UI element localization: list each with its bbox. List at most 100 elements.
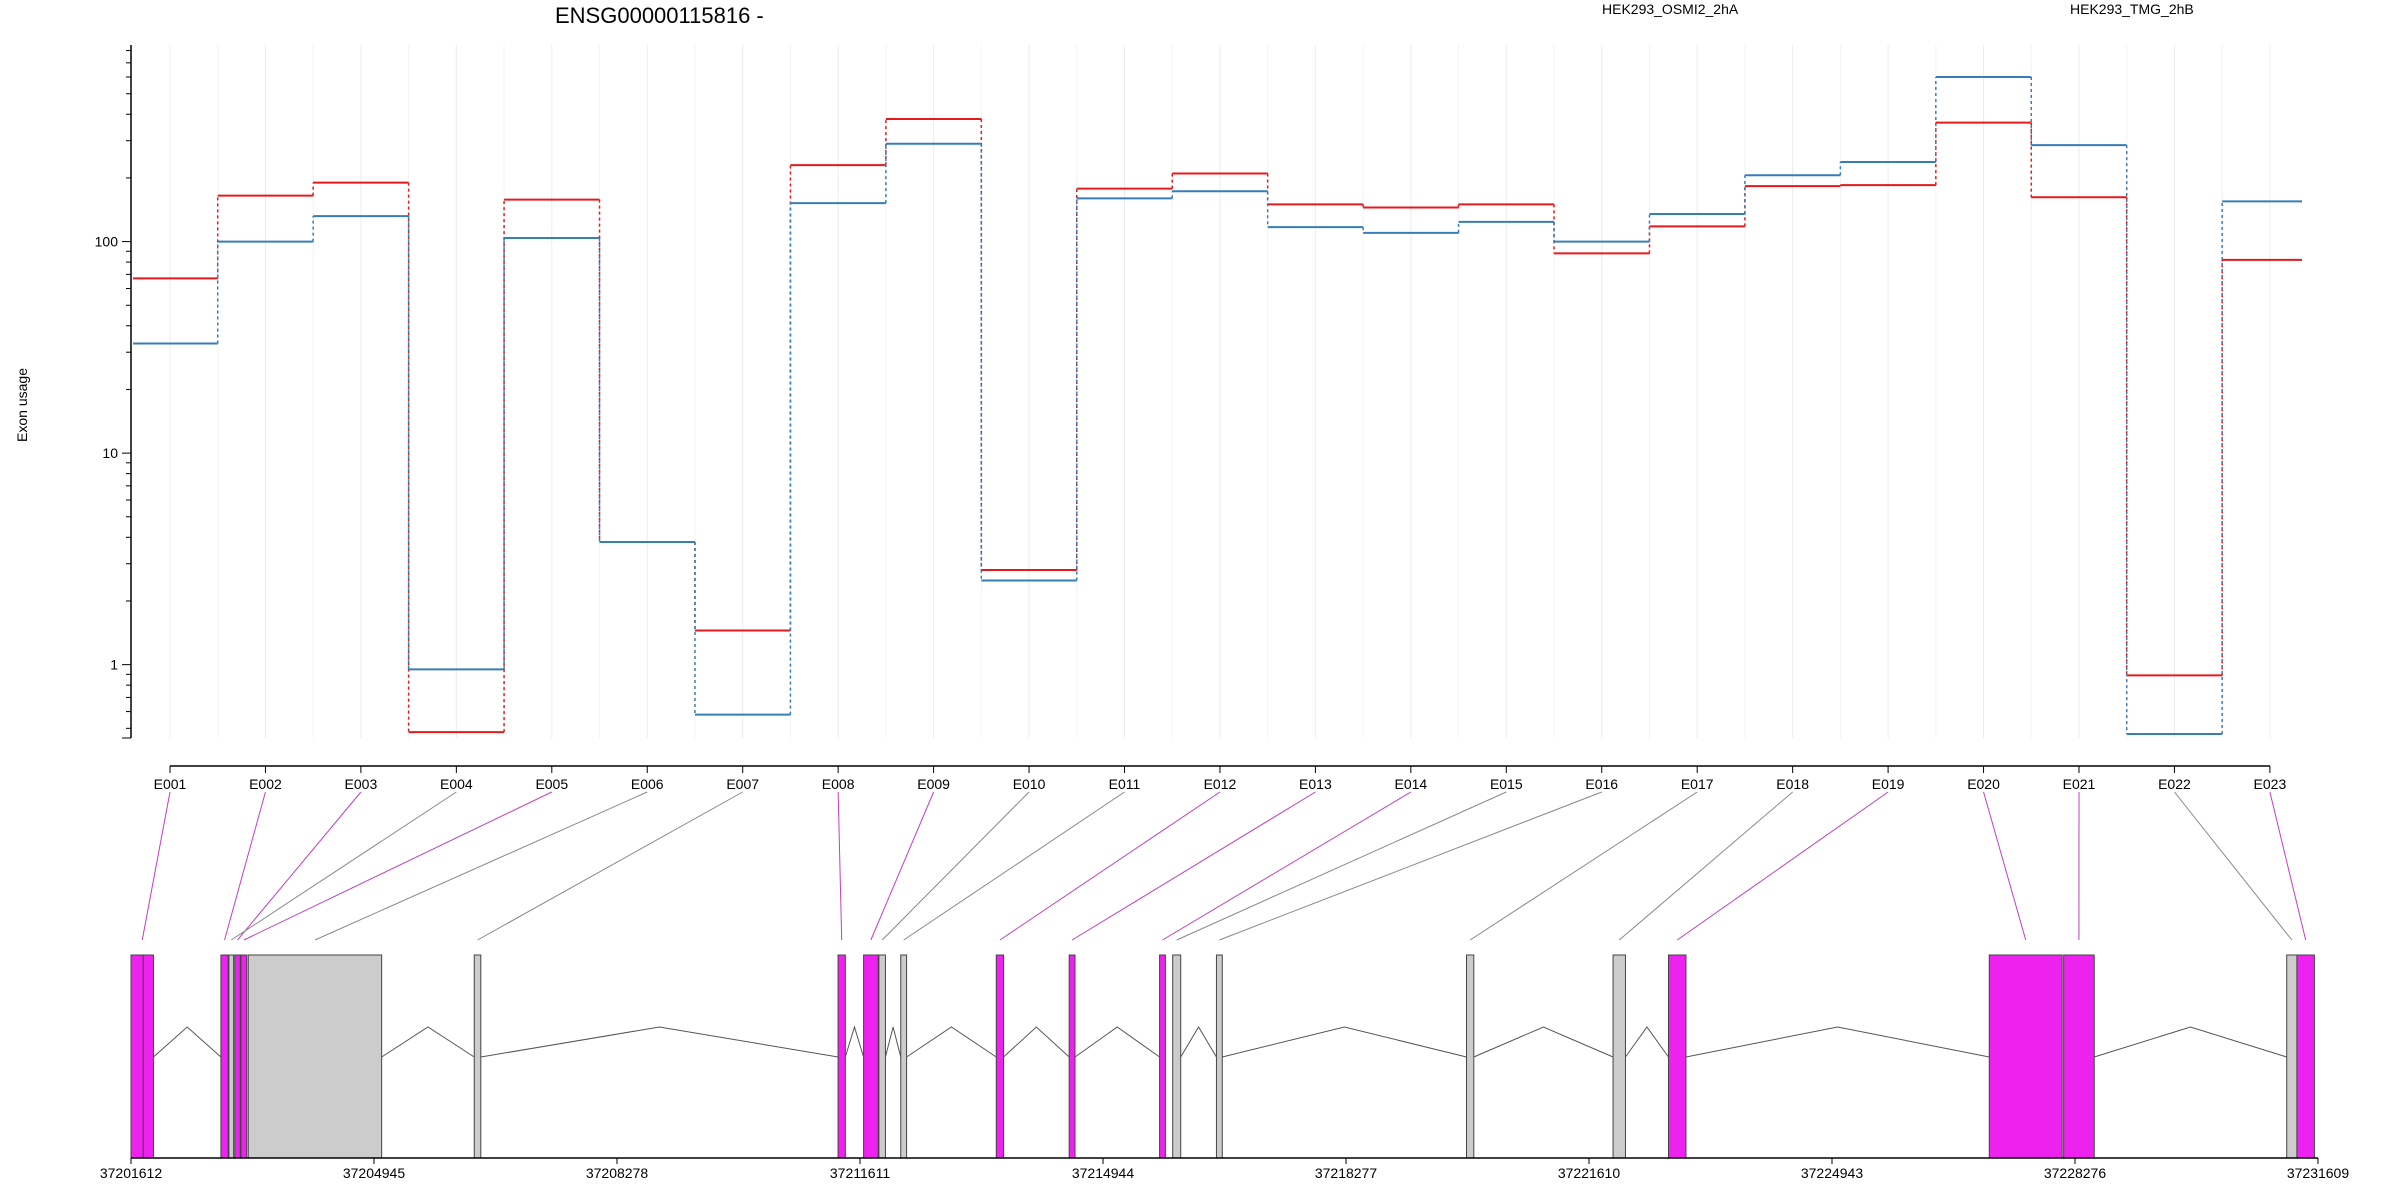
genome-tick-label: 37204945 xyxy=(343,1165,406,1181)
x-tick-label-e005: E005 xyxy=(535,776,568,792)
x-tick-label-e015: E015 xyxy=(1490,776,1523,792)
exon-block-e022 xyxy=(2286,954,2298,1159)
intron-line xyxy=(884,1026,902,1058)
x-tick-label-e013: E013 xyxy=(1299,776,1332,792)
connector-e010 xyxy=(881,791,1030,941)
connector-e009 xyxy=(870,791,935,941)
connector-e003 xyxy=(237,791,362,941)
exon-block-e018 xyxy=(1612,954,1626,1159)
x-tick-label-e002: E002 xyxy=(249,776,282,792)
x-tick-label-e014: E014 xyxy=(1394,776,1427,792)
x-tick-label-e019: E019 xyxy=(1872,776,1905,792)
x-tick-label-e012: E012 xyxy=(1204,776,1237,792)
grid-lines xyxy=(169,45,2271,738)
connector-e019 xyxy=(1676,791,1889,941)
connector-e014 xyxy=(1162,791,1412,941)
connector-e004 xyxy=(231,791,457,941)
intron-line xyxy=(906,1026,997,1058)
y-axis-label: Exon usage xyxy=(14,368,30,442)
exon-block-e013 xyxy=(1068,954,1076,1159)
intron-line xyxy=(1074,1026,1160,1058)
x-tick-label-e006: E006 xyxy=(631,776,664,792)
genome-tick-label: 37231609 xyxy=(2287,1165,2350,1181)
genome-tick-label: 37201612 xyxy=(100,1165,163,1181)
x-tick-label-e009: E009 xyxy=(917,776,950,792)
genome-tick-label: 37224943 xyxy=(1801,1165,1864,1181)
x-tick-label-e007: E007 xyxy=(726,776,759,792)
y-tick-label: 10 xyxy=(102,445,118,461)
exon-block-e014 xyxy=(1159,954,1166,1159)
connector-e023 xyxy=(2269,791,2307,941)
exon-block-e008 xyxy=(837,954,846,1159)
connector-e006 xyxy=(314,791,648,941)
x-axis: E001 E002 E003 E004 E005 E006 E007 E008 E009 E010… xyxy=(154,765,2287,792)
x-tick-label-e003: E003 xyxy=(345,776,378,792)
legend-series-1: HEK293_OSMI2_2hA xyxy=(1602,1,1739,17)
connector-e005 xyxy=(243,791,553,941)
genome-tick-label: 37218277 xyxy=(1315,1165,1378,1181)
exon-block-e002 xyxy=(220,954,229,1159)
exon-block-e021 xyxy=(2063,954,2095,1159)
x-tick-label-e017: E017 xyxy=(1681,776,1714,792)
exon-block-e005 xyxy=(240,954,248,1159)
y-tick-label: 1 xyxy=(110,657,118,673)
exon-block-e007 xyxy=(473,954,482,1159)
intron-line xyxy=(844,1025,865,1058)
exon-block-e001 xyxy=(130,954,144,1159)
connector-e007 xyxy=(477,791,743,941)
exon-block-e023 xyxy=(2296,954,2315,1159)
series-lines xyxy=(133,75,2302,736)
exon-block-e003 xyxy=(234,954,241,1159)
intron-line xyxy=(381,1026,475,1058)
intron-line xyxy=(153,1026,222,1058)
connector-e018 xyxy=(1618,791,1793,941)
genome-tick-label: 37214944 xyxy=(1072,1165,1135,1181)
intron-line xyxy=(1473,1026,1614,1058)
exon-block-e009 xyxy=(863,954,879,1159)
connector-e013 xyxy=(1071,791,1316,941)
series-1 xyxy=(133,117,2302,734)
x-tick-label-e001: E001 xyxy=(154,776,187,792)
intron-line xyxy=(1003,1026,1070,1058)
x-tick-label-e004: E004 xyxy=(440,776,473,792)
x-tick-label-e010: E010 xyxy=(1013,776,1046,792)
x-tick-label-e016: E016 xyxy=(1585,776,1618,792)
genome-tick-label: 37208278 xyxy=(586,1165,649,1181)
genome-tick-label: 37228276 xyxy=(2044,1165,2107,1181)
connector-e001 xyxy=(141,791,171,941)
exon-block-e015 xyxy=(1172,954,1182,1159)
y-axis: 1 10 100 xyxy=(95,45,132,739)
exon-block-e006 xyxy=(247,954,383,1159)
connector-e022 xyxy=(2174,791,2293,941)
exon-block-e020 xyxy=(1988,954,2063,1159)
exon-block-e010 xyxy=(878,954,886,1159)
x-tick-label-e021: E021 xyxy=(2063,776,2096,792)
intron-line xyxy=(1180,1026,1217,1058)
connector-e017 xyxy=(1469,791,1698,941)
exon-block-e017 xyxy=(1466,954,1475,1159)
x-tick-label-e008: E008 xyxy=(822,776,855,792)
connector-e002 xyxy=(224,791,266,941)
connector-e016 xyxy=(1219,791,1602,941)
x-tick-label-e022: E022 xyxy=(2158,776,2191,792)
genome-tick-label: 37211611 xyxy=(830,1165,890,1181)
x-tick-label-e018: E018 xyxy=(1776,776,1809,792)
exon-block-e012 xyxy=(995,954,1005,1159)
intron-line xyxy=(1625,1026,1669,1058)
exon-connectors xyxy=(141,791,2307,941)
exon-block-e001 xyxy=(142,954,154,1159)
exon-block-e019 xyxy=(1667,954,1687,1159)
exon-block-e016 xyxy=(1215,954,1223,1159)
gene-model xyxy=(130,954,2315,1159)
connector-e020 xyxy=(1983,791,2027,941)
connector-e008 xyxy=(837,791,843,941)
x-tick-label-e011: E011 xyxy=(1109,776,1141,792)
y-tick-label: 100 xyxy=(95,234,119,250)
x-tick-label-e020: E020 xyxy=(1967,776,2000,792)
series-2 xyxy=(133,75,2302,736)
legend-series-2: HEK293_TMG_2hB xyxy=(2070,1,2194,17)
x-tick-label-e023: E023 xyxy=(2254,776,2287,792)
intron-line xyxy=(480,1026,839,1058)
intron-line xyxy=(2094,1026,2287,1058)
